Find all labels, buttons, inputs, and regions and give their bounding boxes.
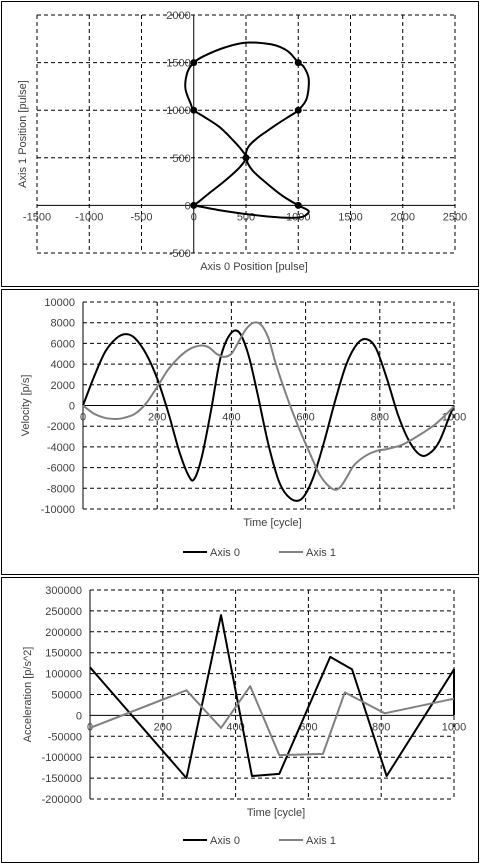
data-point-marker (294, 106, 302, 114)
x-axis-title: Time [cycle] (243, 517, 301, 529)
velocity-chart: 0 200 400 600 800 1000 -10000 -8000 -6000 -4000 -2… (20, 297, 466, 559)
y-tick-label: 0 (69, 401, 75, 413)
x-tick-label: 2000 (391, 211, 415, 223)
x-axis-title: Time [cycle] (247, 807, 305, 819)
x-tick-label: 800 (372, 721, 390, 733)
y-tick-label: -500 (169, 248, 191, 260)
y-axis-title: Axis 1 Position [pulse] (17, 80, 29, 188)
y-tick-label: 500 (172, 153, 190, 165)
x-tick-label: 200 (154, 721, 172, 733)
y-tick-label: -150000 (42, 773, 82, 785)
data-point-marker (294, 59, 302, 67)
y-tick-label: 4000 (51, 359, 75, 371)
y-tick-label: 1500 (166, 58, 190, 70)
y-tick-label: 10000 (44, 297, 75, 309)
series-line-axis-0 (89, 614, 455, 780)
legend-label-axis-0: Axis 0 (210, 547, 240, 559)
y-tick-label: 150000 (45, 648, 82, 660)
y-tick-label: 1000 (166, 105, 190, 117)
y-tick-label: 200000 (45, 627, 82, 639)
legend-label-axis-1: Axis 1 (306, 835, 336, 847)
y-tick-label: 50000 (51, 690, 82, 702)
series-line-axis-1 (82, 321, 455, 491)
y-tick-label: 100000 (45, 669, 82, 681)
x-tick-label: 1000 (442, 721, 466, 733)
data-point-marker (190, 106, 198, 114)
series-line-axis-0 (82, 329, 455, 502)
data-point-marker (294, 201, 302, 209)
x-axis-title: Axis 0 Position [pulse] (200, 261, 308, 273)
data-point-marker (190, 59, 198, 67)
y-tick-label: -10000 (41, 504, 75, 516)
x-tick-label: -1500 (23, 211, 51, 223)
y-tick-label: 2000 (166, 10, 190, 22)
y-tick-label: 250000 (45, 606, 82, 618)
y-tick-label: 0 (185, 200, 191, 212)
x-tick-label: -500 (130, 211, 152, 223)
y-tick-label: 8000 (51, 318, 75, 330)
y-tick-label: 300000 (45, 585, 82, 597)
y-tick-label: -200000 (42, 794, 82, 806)
y-tick-label: -4000 (47, 442, 75, 454)
x-tick-label: 1000 (442, 412, 466, 424)
y-tick-label: -6000 (47, 463, 75, 475)
y-axis-title: Velocity [p/s] (20, 375, 32, 437)
y-axis-title: Acceleration [p/s^2] (22, 647, 34, 743)
x-tick-label: -1000 (75, 211, 103, 223)
x-tick-label: 2500 (443, 211, 467, 223)
y-tick-label: -8000 (47, 483, 75, 495)
y-tick-label: -50000 (48, 731, 82, 743)
acceleration-chart: 0 200 400 600 800 1000 -200000 -150000 -100000 -5… (22, 585, 466, 847)
x-tick-label: 0 (191, 211, 197, 223)
y-tick-label: 6000 (51, 338, 75, 350)
acceleration-chart-panel: 0 200 400 600 800 1000 -200000 -150000 -100000 -5… (1, 577, 479, 863)
x-tick-label: 400 (222, 412, 240, 424)
x-tick-label: 400 (226, 721, 244, 733)
legend-label-axis-0: Axis 0 (210, 835, 240, 847)
y-tick-label: -100000 (42, 752, 82, 764)
position-chart-panel: -1500 -1000 -500 0 500 1000 1500 2000 2500 -500 0 5… (1, 1, 479, 287)
y-tick-label: -2000 (47, 421, 75, 433)
x-tick-label: 600 (296, 412, 314, 424)
x-tick-label: 1500 (338, 211, 362, 223)
data-point-marker (190, 201, 198, 209)
x-tick-label: 600 (299, 721, 317, 733)
series-line-trajectory (184, 41, 310, 219)
y-tick-label: 0 (76, 710, 82, 722)
position-chart: -1500 -1000 -500 0 500 1000 1500 2000 2500-50005… (17, 10, 467, 273)
data-point-marker (242, 154, 250, 162)
series-line-axis-1 (89, 685, 455, 757)
x-tick-label: 200 (148, 412, 166, 424)
velocity-chart-panel: 0 200 400 600 800 1000 -10000 -8000 -6000 -4000 -2… (1, 289, 479, 575)
legend-label-axis-1: Axis 1 (306, 547, 336, 559)
x-tick-label: 800 (371, 412, 389, 424)
x-tick-label: 0 (80, 412, 86, 424)
y-tick-label: 2000 (51, 380, 75, 392)
